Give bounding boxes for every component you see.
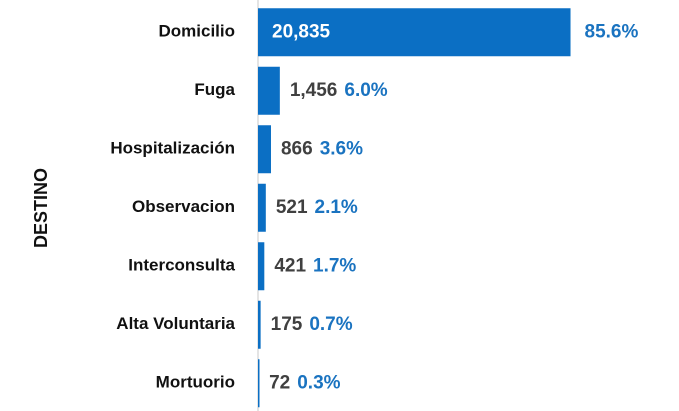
- bar: [258, 242, 265, 291]
- share-label: 85.6%: [585, 21, 639, 42]
- value-label: 866: [281, 138, 313, 159]
- category-label: Alta Voluntaria: [116, 314, 235, 333]
- bar: [258, 183, 266, 232]
- value-label: 72: [269, 372, 290, 393]
- category-label: Observacion: [132, 197, 235, 216]
- value-label: 421: [274, 255, 306, 276]
- bar: [258, 8, 571, 57]
- category-label: Fuga: [194, 80, 235, 99]
- bar: [258, 300, 261, 349]
- category-label: Hospitalización: [110, 139, 235, 158]
- bar: [258, 359, 260, 408]
- category-label: Interconsulta: [128, 256, 235, 275]
- share-label: 0.3%: [297, 372, 340, 393]
- share-label: 6.0%: [344, 80, 387, 101]
- value-label: 1,456: [290, 80, 338, 101]
- value-label: 521: [276, 197, 308, 218]
- share-label: 1.7%: [313, 255, 356, 276]
- category-label: Mortuorio: [156, 373, 235, 392]
- y-axis-label: DESTINO: [31, 168, 51, 248]
- value-label: 175: [271, 314, 303, 335]
- bar: [258, 66, 280, 115]
- share-label: 3.6%: [320, 138, 363, 159]
- value-label: 20,835: [272, 21, 331, 42]
- share-label: 0.7%: [309, 314, 352, 335]
- bar: [258, 125, 271, 174]
- share-label: 2.1%: [315, 197, 358, 218]
- category-label: Domicilio: [158, 22, 235, 41]
